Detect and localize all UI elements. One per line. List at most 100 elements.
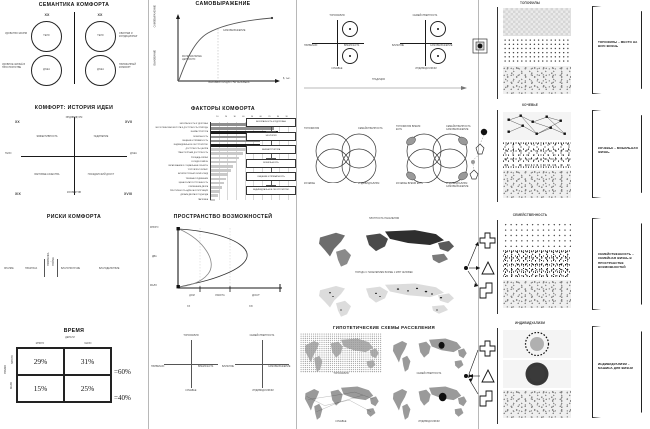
bar-category-label: ИНФРАСТРУКТУРА xyxy=(190,131,208,134)
time-table-title: ВРЕМЯ xyxy=(63,328,85,334)
quad-top-right-haxis xyxy=(400,42,452,44)
quad-top-right-circle-upper xyxy=(430,21,446,37)
time-table-col-header-1: МАЛО xyxy=(84,343,92,345)
opportunity-x-tick-0: ДОМ xyxy=(189,295,195,297)
typology-map-1 xyxy=(503,170,571,198)
quad-top-right-label-left: БЛИЖНИЕ xyxy=(392,45,404,47)
opportunity-x-tick-1: РАБОТА xyxy=(215,295,225,297)
flow-connector xyxy=(270,167,272,173)
quad-top-left-circle-lower xyxy=(342,48,358,64)
risks-divider-left xyxy=(44,259,45,277)
quad-bottom-right-haxis xyxy=(235,363,289,365)
quad-top-left-dot-lower xyxy=(349,55,351,57)
flow-connector-cap xyxy=(266,185,276,186)
typology-symbolgrid-2 xyxy=(503,222,571,248)
settlement-caption-2: КОЧЕВЬЕ xyxy=(335,421,347,423)
comfort-factors-section: ФАКТОРЫ КОМФОРТА xyxy=(150,106,296,112)
quad-top-right-dot-lower xyxy=(437,55,439,57)
settlement-map-nomads xyxy=(300,381,382,421)
world-map-density xyxy=(310,224,460,268)
quad-top-right-dot-upper xyxy=(437,28,439,30)
bar-category-label: ПЛОЩАДЬ ЖИЛЬЯ xyxy=(190,156,208,159)
typology-ringcluster-3 xyxy=(503,330,571,358)
flow-box: БЕЗОПАСНОСТЬ И ЗДОРОВЬЕ xyxy=(246,118,296,127)
typology-rail-1 xyxy=(497,110,498,202)
typology-map-0 xyxy=(503,66,571,94)
bar xyxy=(210,148,249,151)
typology-header-1: КОЧЕВЬЕ xyxy=(522,103,538,107)
settlement-map-family xyxy=(388,333,470,373)
risks-section: РИСКИ КОМФОРТА xyxy=(0,214,148,220)
semantics-section: СЕМАНТИКА КОМФОРТА xyxy=(0,2,148,8)
history-axis-left-label: ТЕЛО xyxy=(5,153,12,155)
self-expression-x-unit: $, тыс. xyxy=(283,78,291,80)
time-table-section: ВРЕМЯ xyxy=(0,328,148,334)
quad-bottom-left-label-right: ВРЕМЯ ЕСТЬ xyxy=(198,366,214,368)
bar-category-label: ОБРАЗОВАНИЕ И СОЦИАЛЬНЫЕ ОБЪЕКТЫ xyxy=(167,165,208,167)
self-expression-chart xyxy=(176,14,280,83)
typology-photo-0 xyxy=(503,8,571,36)
flow-connector-cap xyxy=(266,131,276,132)
quad-top-left-label-right: ВРЕМЯ ЕСТЬ xyxy=(344,45,360,47)
history-axis-right-label: ДУША xyxy=(130,153,137,155)
flow-connector-cap xyxy=(266,171,276,173)
opportunity-space-chart xyxy=(176,227,282,292)
bar-tick-label: 80 xyxy=(276,116,280,118)
quad-top-left-haxis xyxy=(312,42,364,44)
typology-icon-cluster-2 xyxy=(460,228,496,302)
semantics-label-top-left: УДОБСТВО ЖИЗНИ xyxy=(5,33,28,35)
settlement-map-individualism xyxy=(388,381,470,421)
flow-connector xyxy=(270,154,272,159)
bar xyxy=(210,123,277,126)
bar xyxy=(210,127,275,130)
semantics-circle-soul-left: ДУША xyxy=(31,55,62,86)
risks-divider-right xyxy=(57,259,58,277)
settlement-caption-3: ИНДИВИДУАЛИЗМ xyxy=(418,421,440,423)
venn-right-label-tl: ТОПОФИЛИЯ ВРЕМЯ ЕСТЬ xyxy=(396,126,421,131)
semantics-circle-body-right: ТЕЛО xyxy=(85,21,116,52)
semantics-left-century: XX xyxy=(44,13,50,17)
typology-callout-box-0 xyxy=(592,6,642,94)
quad-top-left-dot-upper xyxy=(349,28,351,30)
flow-box: МОБИЛЬНОСТЬ xyxy=(246,158,296,168)
bar-category-label: СОСЕДИ И РАЙОН xyxy=(190,160,208,163)
bar xyxy=(210,186,223,189)
flow-box: ЭКОЛОГИЯ xyxy=(246,131,296,141)
history-corner-tr: XVII xyxy=(125,120,132,124)
bar xyxy=(210,194,218,197)
bar xyxy=(210,198,216,202)
table-cell: 29% xyxy=(17,348,64,375)
risks-item-2: ПРИВЫЧКА / НОРМА xyxy=(48,252,56,266)
tradition-arrow xyxy=(304,86,467,90)
comfort-factors-chart: 10 20 30 40 50 60 70 80 90 БЕЗОПАСНОСТЬ И ЗДОРОВЬ… xyxy=(152,116,292,202)
flow-connector xyxy=(270,127,272,132)
bar-tick-label: 10 xyxy=(216,116,219,118)
bar xyxy=(210,173,229,176)
settlement-schemes-title: ГИПОТЕТИЧЕСКИЕ СХЕМЫ РАССЕЛЕНИЯ xyxy=(332,325,436,330)
settlement-caption-1: СЕМЕЙСТВЕННОСТЬ xyxy=(416,373,442,375)
flow-connector xyxy=(270,181,272,186)
table-cell: 15% xyxy=(17,375,64,402)
bar-category-label: ДОСТУПНОСТЬ ЦЕНТРА xyxy=(185,148,208,151)
typology-blob-3 xyxy=(503,360,571,388)
typology-callout-box-3 xyxy=(592,326,642,418)
quad-top-right-label-right: САМОВЫРАЖЕНИЕ xyxy=(430,45,453,47)
quad-top-left-circle-upper xyxy=(342,21,358,37)
semantics-label-bottom-left: УДОБНОЕ ЖИЛЬЁ В ПРОСТРАНСТВЕ xyxy=(2,64,26,69)
bar-category-label: ТИШИНА И УЕДИНЕНИЕ xyxy=(185,177,208,180)
opportunity-era-right: XXI xyxy=(249,306,253,308)
typology-icon-cluster-1 xyxy=(462,118,496,192)
bar-category-label: ДИЗАЙН ДВОРА И ПОДЪЕЗДА xyxy=(180,194,208,197)
world-map-caption-cities: ГОРОДА С НАСЕЛЕНИЕМ БОЛЕЕ 1 МЛН ЧЕЛОВЕК xyxy=(355,272,413,274)
self-expression-title: САМОВЫРАЖЕНИЕ xyxy=(195,1,251,7)
bar-category-label: БЕЗОПАСНОСТЬ И ЗДОРОВЬЕ xyxy=(179,123,208,125)
table-cell: 31% xyxy=(64,348,111,375)
semantics-circle-body-left: ТЕЛО xyxy=(31,21,62,52)
quad-bottom-left-haxis xyxy=(164,363,218,365)
quad-top-right-circle-lower xyxy=(430,48,446,64)
semantics-label-bottom-right: ПРИЯЗАННЫЙ КОМФОРТ xyxy=(119,64,136,69)
quad-bottom-left-label-bottom: КОЧЕВЬЕ xyxy=(185,390,197,392)
bar-category-label: ПАРКОВКА xyxy=(197,198,208,201)
bar-category-label: ИНДИВИДУАЛЬНОЕ ОБУСТРОЙСТВО xyxy=(173,144,208,146)
typology-callout-3: ИНДИВИДУАЛИЗМ – МАШИНА ДЛЯ ЖИЗНИ xyxy=(598,362,633,371)
